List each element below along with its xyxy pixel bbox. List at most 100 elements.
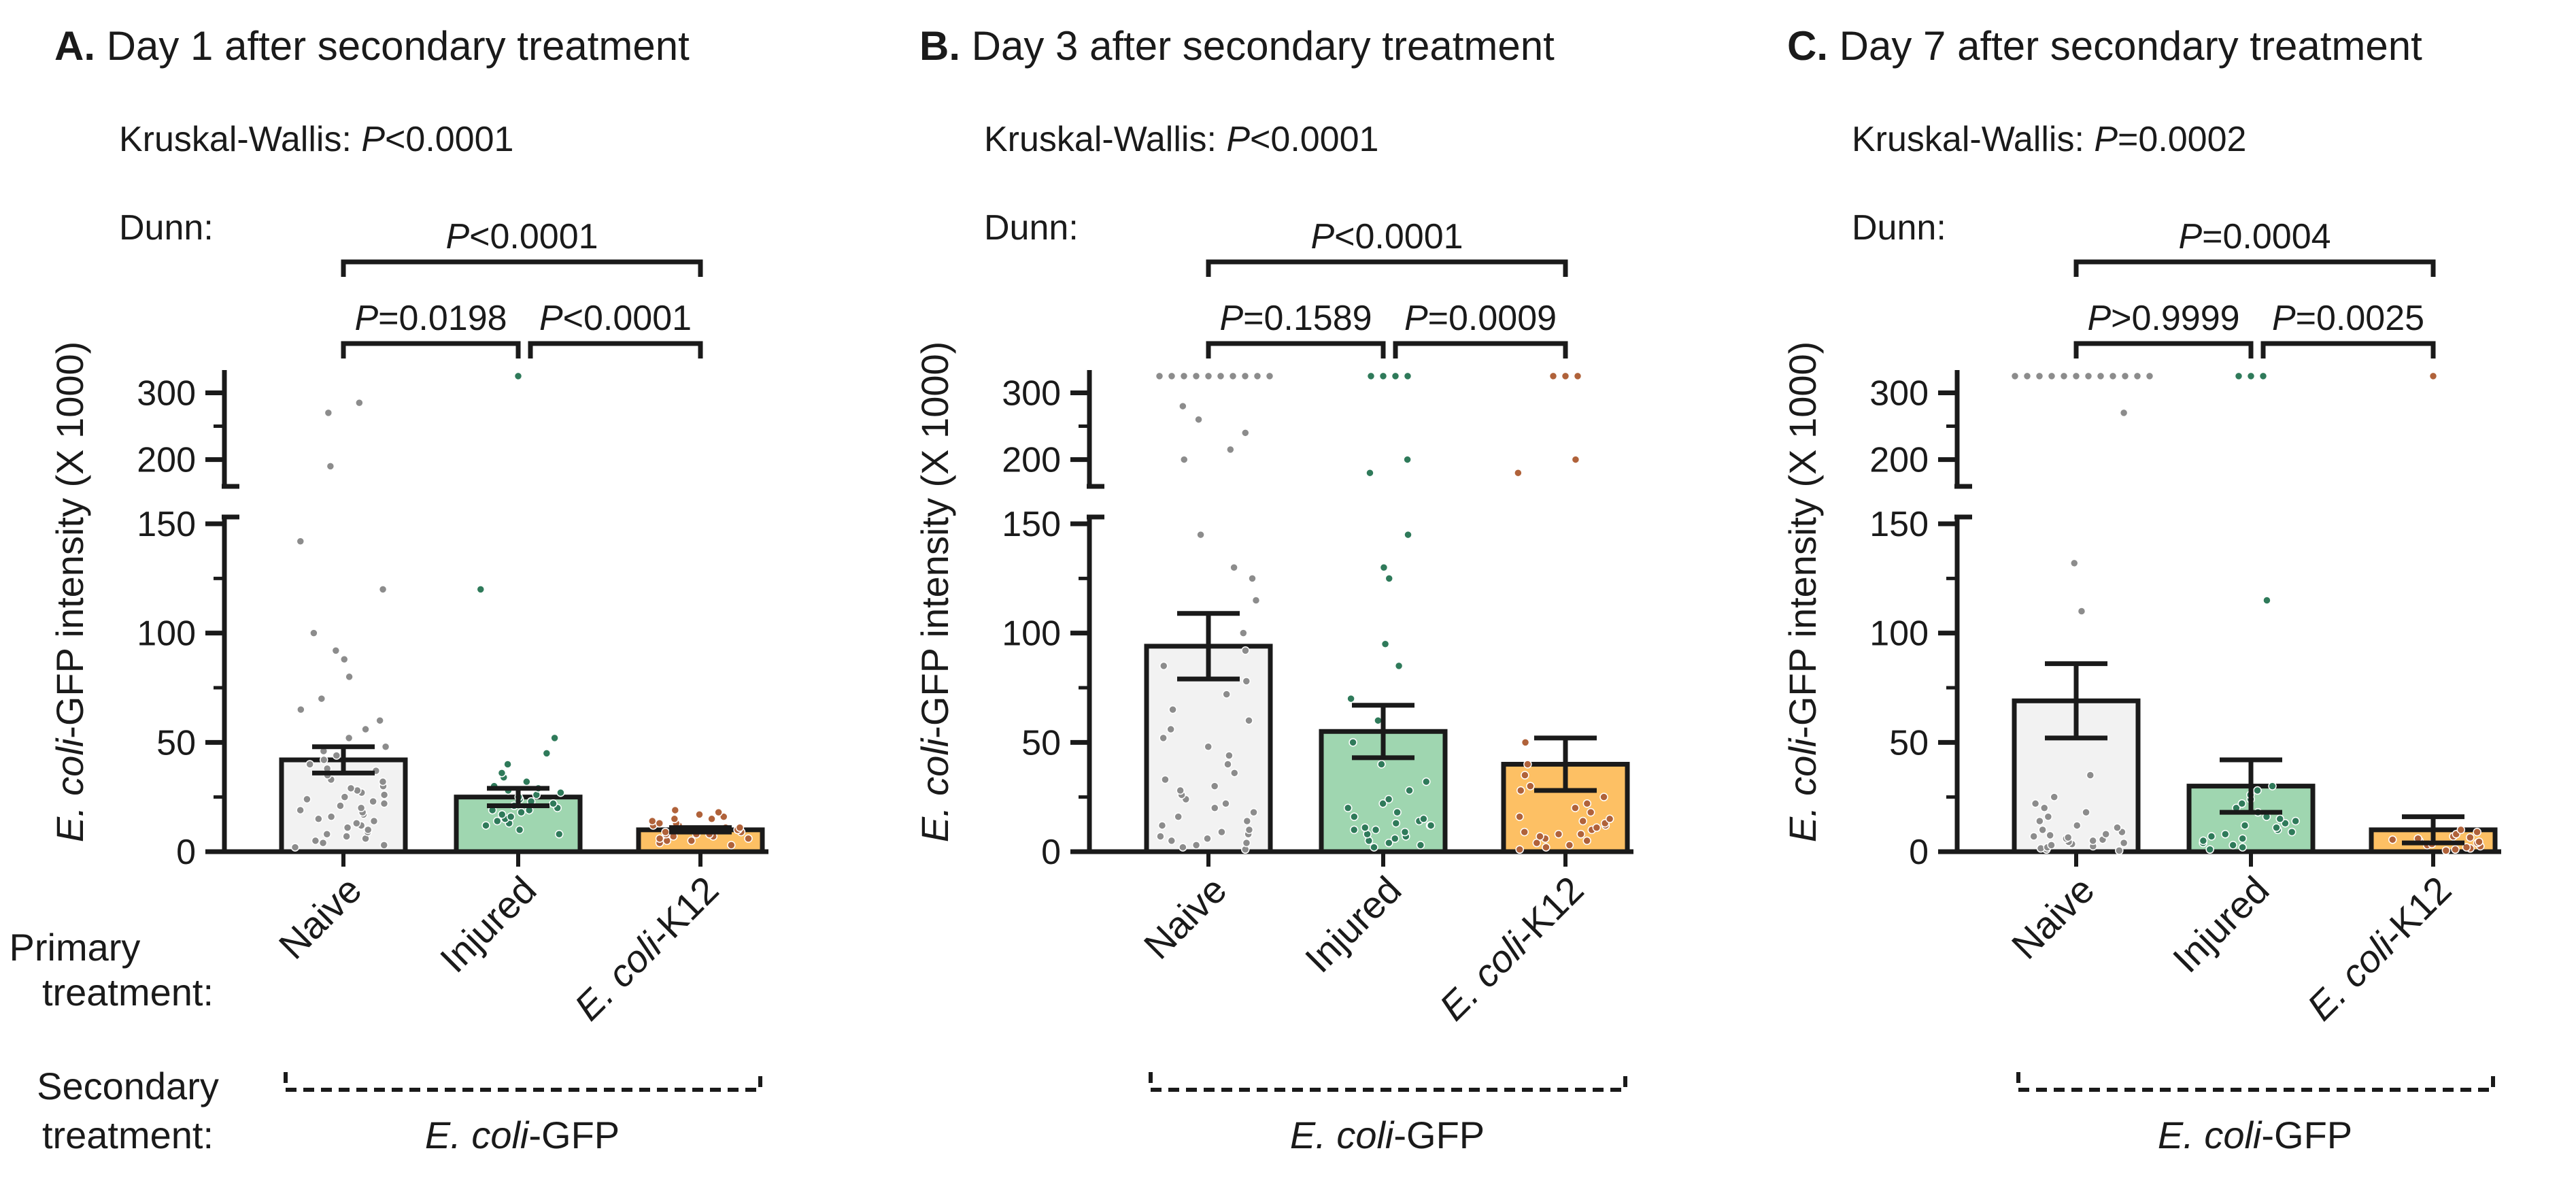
data-point: [379, 799, 389, 808]
data-point: [2069, 558, 2079, 568]
data-point: [1225, 751, 1234, 760]
y-tick-label: 100: [137, 614, 196, 654]
data-point: [296, 705, 305, 714]
category-label: E. coli-K12: [1431, 868, 1591, 1029]
data-point: [2031, 799, 2040, 808]
data-point: [1404, 530, 1412, 539]
data-point: [331, 646, 341, 655]
data-point: [2119, 408, 2129, 418]
data-point: [1168, 705, 1177, 714]
data-point: [2234, 371, 2243, 381]
data-point: [2199, 836, 2208, 846]
data-point: [1253, 371, 1262, 381]
data-point: [1179, 843, 1187, 852]
data-point: [1239, 629, 1248, 637]
data-point: [1370, 843, 1378, 852]
data-point: [1179, 371, 1189, 381]
data-point: [303, 795, 311, 804]
data-point: [311, 836, 320, 846]
data-point: [2238, 843, 2247, 852]
data-point: [309, 629, 318, 637]
data-point: [1223, 760, 1232, 769]
data-point: [515, 825, 524, 835]
data-point: [2038, 825, 2047, 835]
bracket-naive-vs-k12-label: P<0.0001: [1310, 217, 1463, 256]
data-point: [707, 814, 716, 824]
data-point: [1226, 445, 1235, 454]
y-tick-label: 100: [1002, 614, 1061, 654]
data-point: [1167, 836, 1176, 846]
data-point: [1514, 468, 1523, 478]
data-point: [1515, 812, 1524, 821]
data-point: [517, 807, 526, 817]
data-point: [1265, 371, 1274, 381]
bracket-naive-vs-injured-label: P>0.9999: [2087, 299, 2239, 338]
data-point: [332, 751, 341, 760]
data-point: [2120, 371, 2130, 381]
data-point: [1240, 371, 1250, 381]
data-point: [1241, 429, 1250, 437]
data-point: [1242, 816, 1252, 826]
data-point: [1349, 738, 1357, 747]
data-point: [2258, 371, 2268, 381]
data-point: [2086, 771, 2095, 780]
data-point: [324, 408, 333, 418]
category-label: Naive: [2003, 868, 2103, 967]
data-point: [1361, 823, 1370, 832]
data-point: [1350, 812, 1359, 821]
secondary-treatment-label-line2: treatment:: [42, 1114, 214, 1156]
data-point: [1578, 816, 1587, 826]
data-point: [1554, 830, 1563, 839]
bracket-injured-vs-k12-label: P=0.0025: [2272, 299, 2424, 338]
data-point: [361, 724, 370, 734]
data-point: [1366, 468, 1374, 478]
data-point: [714, 807, 723, 817]
data-point: [2291, 816, 2300, 826]
y-tick-label: 200: [1002, 441, 1061, 480]
data-point: [1400, 827, 1410, 837]
bracket-injured-vs-k12: [528, 341, 703, 358]
kruskal-wallis-stat: Kruskal-Wallis: P<0.0001: [119, 120, 513, 159]
data-point: [1393, 807, 1402, 817]
category-label: Injured: [432, 868, 545, 981]
category-label: E. coli-K12: [2299, 868, 2459, 1029]
data-point: [2441, 846, 2451, 855]
data-point: [1366, 371, 1376, 381]
data-point: [355, 398, 364, 407]
data-point: [2088, 836, 2097, 846]
data-point: [2115, 846, 2124, 855]
data-point: [476, 585, 486, 594]
data-point: [2108, 371, 2118, 381]
data-point: [2035, 371, 2044, 381]
data-point: [2072, 821, 2082, 830]
data-point: [1196, 530, 1205, 539]
data-point: [2388, 835, 2397, 844]
data-point: [2145, 371, 2154, 381]
category-label: Injured: [1297, 868, 1410, 981]
bracket-injured-vs-k12-label: P=0.0009: [1404, 299, 1557, 338]
data-point: [1391, 818, 1401, 828]
bracket-naive-vs-k12: [2073, 259, 2436, 277]
data-point: [1403, 371, 1412, 381]
data-point: [1343, 803, 1353, 812]
data-point: [1217, 827, 1226, 837]
data-point: [1241, 646, 1250, 655]
data-point: [1385, 838, 1393, 848]
data-point: [1230, 563, 1238, 572]
data-point: [1159, 661, 1168, 671]
data-point: [1249, 807, 1258, 817]
bracket-naive-vs-injured-label: P=0.0198: [354, 299, 507, 338]
data-point: [1210, 803, 1219, 812]
data-point: [2287, 827, 2297, 837]
panel-title: A. Day 1 after secondary treatment: [54, 23, 690, 69]
data-point: [549, 799, 558, 808]
data-point: [497, 810, 507, 819]
data-point: [320, 755, 328, 765]
data-point: [1384, 795, 1393, 804]
data-point: [1374, 716, 1383, 725]
data-point: [381, 742, 390, 752]
data-point: [1405, 786, 1414, 795]
data-point: [2133, 371, 2142, 381]
data-point: [522, 777, 531, 786]
category-label: Naive: [1136, 868, 1235, 967]
